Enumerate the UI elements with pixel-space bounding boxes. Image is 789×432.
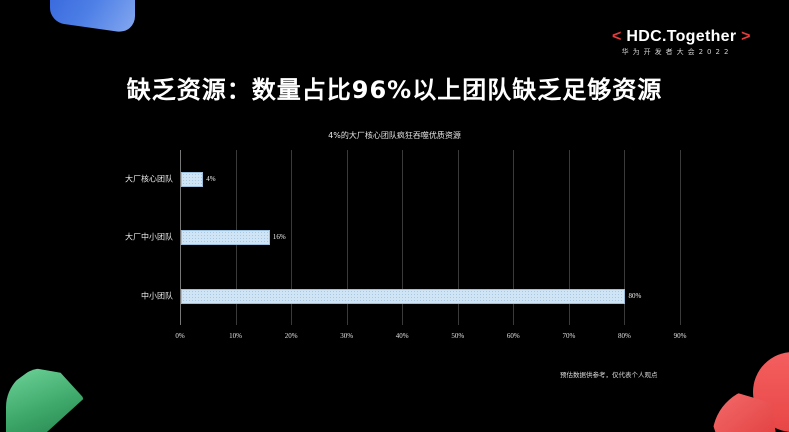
brand-right-bracket: >: [741, 28, 751, 45]
gridline: [291, 150, 293, 325]
footnote: 预估数据供参考，仅代表个人观点: [560, 371, 658, 379]
category-label: 大厂核心团队: [125, 174, 173, 184]
brand-left-bracket: <: [612, 28, 622, 45]
category-label: 大厂中小团队: [125, 232, 173, 242]
bar-value-label: 80%: [628, 292, 642, 300]
gridline: [513, 150, 515, 325]
x-axis-tick-label: 30%: [340, 332, 354, 340]
bar-chart-plot-area: [180, 150, 681, 325]
brand-name: < HDC.Together >: [612, 28, 750, 46]
gridline: [346, 150, 348, 325]
x-axis-tick-label: 80%: [618, 332, 631, 340]
chart-title: 4%的大厂核心团队疯狂吞噬优质资源: [328, 131, 461, 140]
bar: [181, 288, 626, 304]
bar-value-label: 16%: [272, 233, 286, 241]
x-axis-tick-label: 90%: [673, 332, 687, 340]
gridline: [402, 150, 404, 325]
x-axis-tick-label: 10%: [229, 332, 242, 340]
x-axis-tick-label: 0%: [175, 332, 185, 340]
x-axis-tick-label: 20%: [284, 332, 298, 340]
decorative-blue-shape: [50, 0, 135, 34]
gridline: [568, 150, 570, 325]
slide-title: 缺乏资源：数量占比96%以上团队缺乏足够资源: [126, 76, 663, 104]
x-axis-tick-label: 50%: [451, 332, 465, 340]
gridline: [457, 150, 459, 325]
y-axis-line: [180, 150, 181, 325]
gridline: [680, 150, 681, 325]
decorative-green-shape: [6, 368, 84, 432]
brand-logo: < HDC.Together > 华为开发者大会2022: [612, 28, 750, 57]
bar: [181, 171, 204, 187]
gridline: [624, 150, 626, 325]
x-axis-tick-label: 60%: [506, 332, 520, 340]
x-axis-tick-label: 70%: [562, 332, 576, 340]
category-label: 中小团队: [141, 291, 173, 301]
bar: [181, 229, 270, 245]
brand-text: HDC.Together: [626, 28, 737, 45]
x-axis-tick-label: 40%: [395, 332, 409, 340]
bar-value-label: 4%: [206, 175, 216, 183]
brand-subtitle: 华为开发者大会2022: [621, 48, 733, 56]
